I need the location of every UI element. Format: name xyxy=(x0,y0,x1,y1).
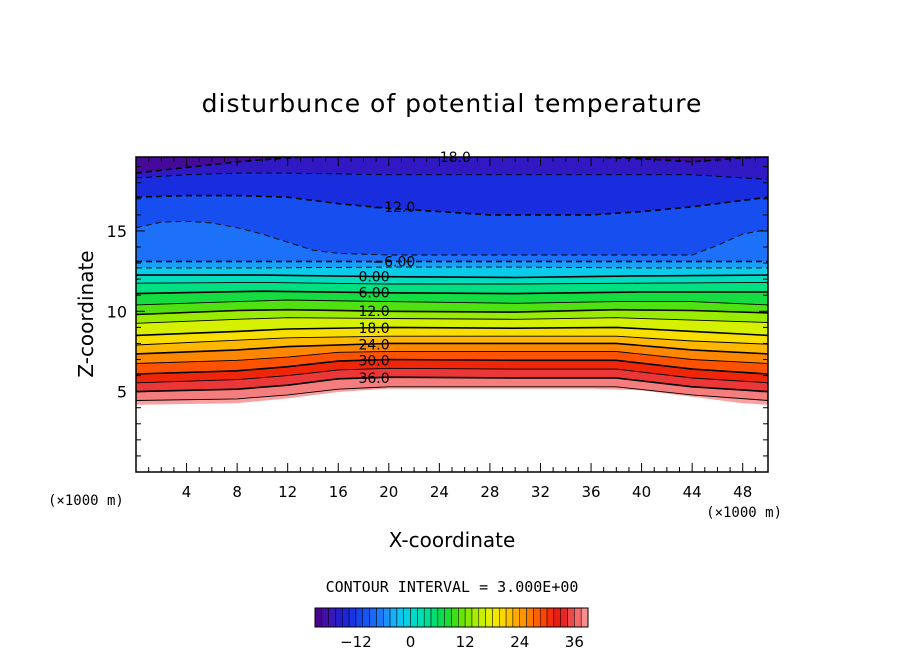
colorbar-cell xyxy=(396,607,404,628)
colorbar-cell xyxy=(403,607,411,628)
colorbar-cell xyxy=(458,607,466,628)
contour-label: 0.00 xyxy=(358,269,389,285)
colorbar-cell xyxy=(471,607,480,628)
x-axis-label: X-coordinate xyxy=(389,528,516,552)
colorbar-cell xyxy=(560,607,568,628)
x-tick-label: 44 xyxy=(683,483,702,501)
y-axis-label: Z-coordinate xyxy=(74,250,98,377)
colorbar-cell xyxy=(376,607,384,628)
contour-line xyxy=(136,326,768,337)
colorbar-cell xyxy=(423,607,432,628)
colorbar-cell xyxy=(314,607,323,628)
contour-label: 24.0 xyxy=(358,337,389,353)
x-tick-label: 28 xyxy=(480,483,499,501)
colorbar-cell xyxy=(410,607,418,628)
colorbar-tick-label: 0 xyxy=(406,633,416,651)
colorbar-cell xyxy=(546,607,555,628)
colorbar-cell xyxy=(417,607,425,628)
y-tick-label: 10 xyxy=(107,302,127,321)
colorbar-cell xyxy=(383,607,391,628)
colorbar-cell xyxy=(464,607,473,628)
x-tick-label: 24 xyxy=(430,483,449,501)
x-tick-label: 20 xyxy=(379,483,398,501)
colorbar-cell xyxy=(492,607,500,628)
x-tick-label: 8 xyxy=(232,483,242,501)
contour-line xyxy=(136,266,768,269)
chart-title: disturbunce of potential temperature xyxy=(202,89,703,118)
contour-line xyxy=(136,274,768,279)
colorbar-cell xyxy=(430,607,439,628)
colorbar-cell xyxy=(342,607,350,628)
x-tick-label: 36 xyxy=(581,483,600,501)
x-tick-label: 4 xyxy=(182,483,192,501)
colorbar-cell xyxy=(321,607,329,628)
contour-line xyxy=(136,358,768,375)
colorbar-cell xyxy=(505,607,514,628)
y-tick-label: 15 xyxy=(107,222,127,241)
colorbar-cell xyxy=(526,607,534,628)
x-tick-label: 12 xyxy=(278,483,297,501)
contour-line xyxy=(136,290,768,295)
contour-label: 6.00 xyxy=(358,285,389,301)
contour-label: 12.0 xyxy=(358,304,389,320)
colorbar-cell xyxy=(485,607,493,628)
contour-label: −6.00 xyxy=(372,254,415,270)
colorbar-cell xyxy=(389,607,398,628)
colorbar-cell xyxy=(512,607,520,628)
contour-line xyxy=(136,172,768,180)
contour-line xyxy=(136,335,768,346)
colorbar-cell xyxy=(437,607,445,628)
colorbar-cell xyxy=(328,607,336,628)
contour-line xyxy=(136,351,768,364)
contour-label: 18.0 xyxy=(358,321,389,337)
contour-line xyxy=(136,220,768,256)
colorbar-cell xyxy=(499,607,507,628)
colorbar-tick-label: 12 xyxy=(456,633,475,651)
colorbar-frame xyxy=(314,607,589,628)
contour-line xyxy=(136,317,768,324)
contour-line xyxy=(136,281,768,285)
colorbar-cell xyxy=(533,607,541,628)
x-tick-label: 48 xyxy=(733,483,752,501)
colorbar-cell xyxy=(451,607,459,628)
colorbar-cell xyxy=(348,607,357,628)
contour-interval-text: CONTOUR INTERVAL = 3.000E+00 xyxy=(326,578,579,596)
colorbar-cell xyxy=(335,607,343,628)
x-unit-left: (×1000 m) xyxy=(48,493,124,509)
contour-label: 36.0 xyxy=(358,371,389,387)
colorbar-cell xyxy=(553,607,561,628)
contour-line xyxy=(136,376,768,393)
colorbar-tick-label: 36 xyxy=(565,633,584,651)
colorbar-cell xyxy=(362,607,370,628)
colorbar-tick-label: −12 xyxy=(340,633,372,651)
colorbar-cell xyxy=(574,607,582,628)
colorbar-tick-label: 24 xyxy=(510,633,529,651)
x-tick-label: 40 xyxy=(632,483,651,501)
contour-line xyxy=(136,367,768,384)
y-tick-label: 5 xyxy=(117,383,127,402)
colorbar-cell xyxy=(478,607,486,628)
contour-label: −12.0 xyxy=(372,200,415,216)
colorbar-cell xyxy=(567,607,575,628)
plot-area: −18.0 −12.0 −6.000.006.00 12.018.024.030.0 3… xyxy=(107,150,769,501)
colorbar-cell xyxy=(369,607,377,628)
colorbar-cell xyxy=(539,607,548,628)
contour-label: 30.0 xyxy=(358,353,389,369)
colorbar-cell xyxy=(355,607,364,628)
contour-line xyxy=(136,299,768,306)
contour-label: −18.0 xyxy=(428,150,471,166)
colorbar-cell xyxy=(580,607,589,628)
colorbar-cell xyxy=(519,607,527,628)
colorbar-cell xyxy=(444,607,452,628)
x-tick-label: 16 xyxy=(329,483,348,501)
contour-line xyxy=(136,342,768,355)
x-unit-right: (×1000 m) xyxy=(706,505,782,521)
x-tick-label: 32 xyxy=(531,483,550,501)
contour-line xyxy=(136,386,768,401)
contour-line xyxy=(136,308,768,316)
colorbar: −12 0 12 24 36 xyxy=(314,607,589,651)
